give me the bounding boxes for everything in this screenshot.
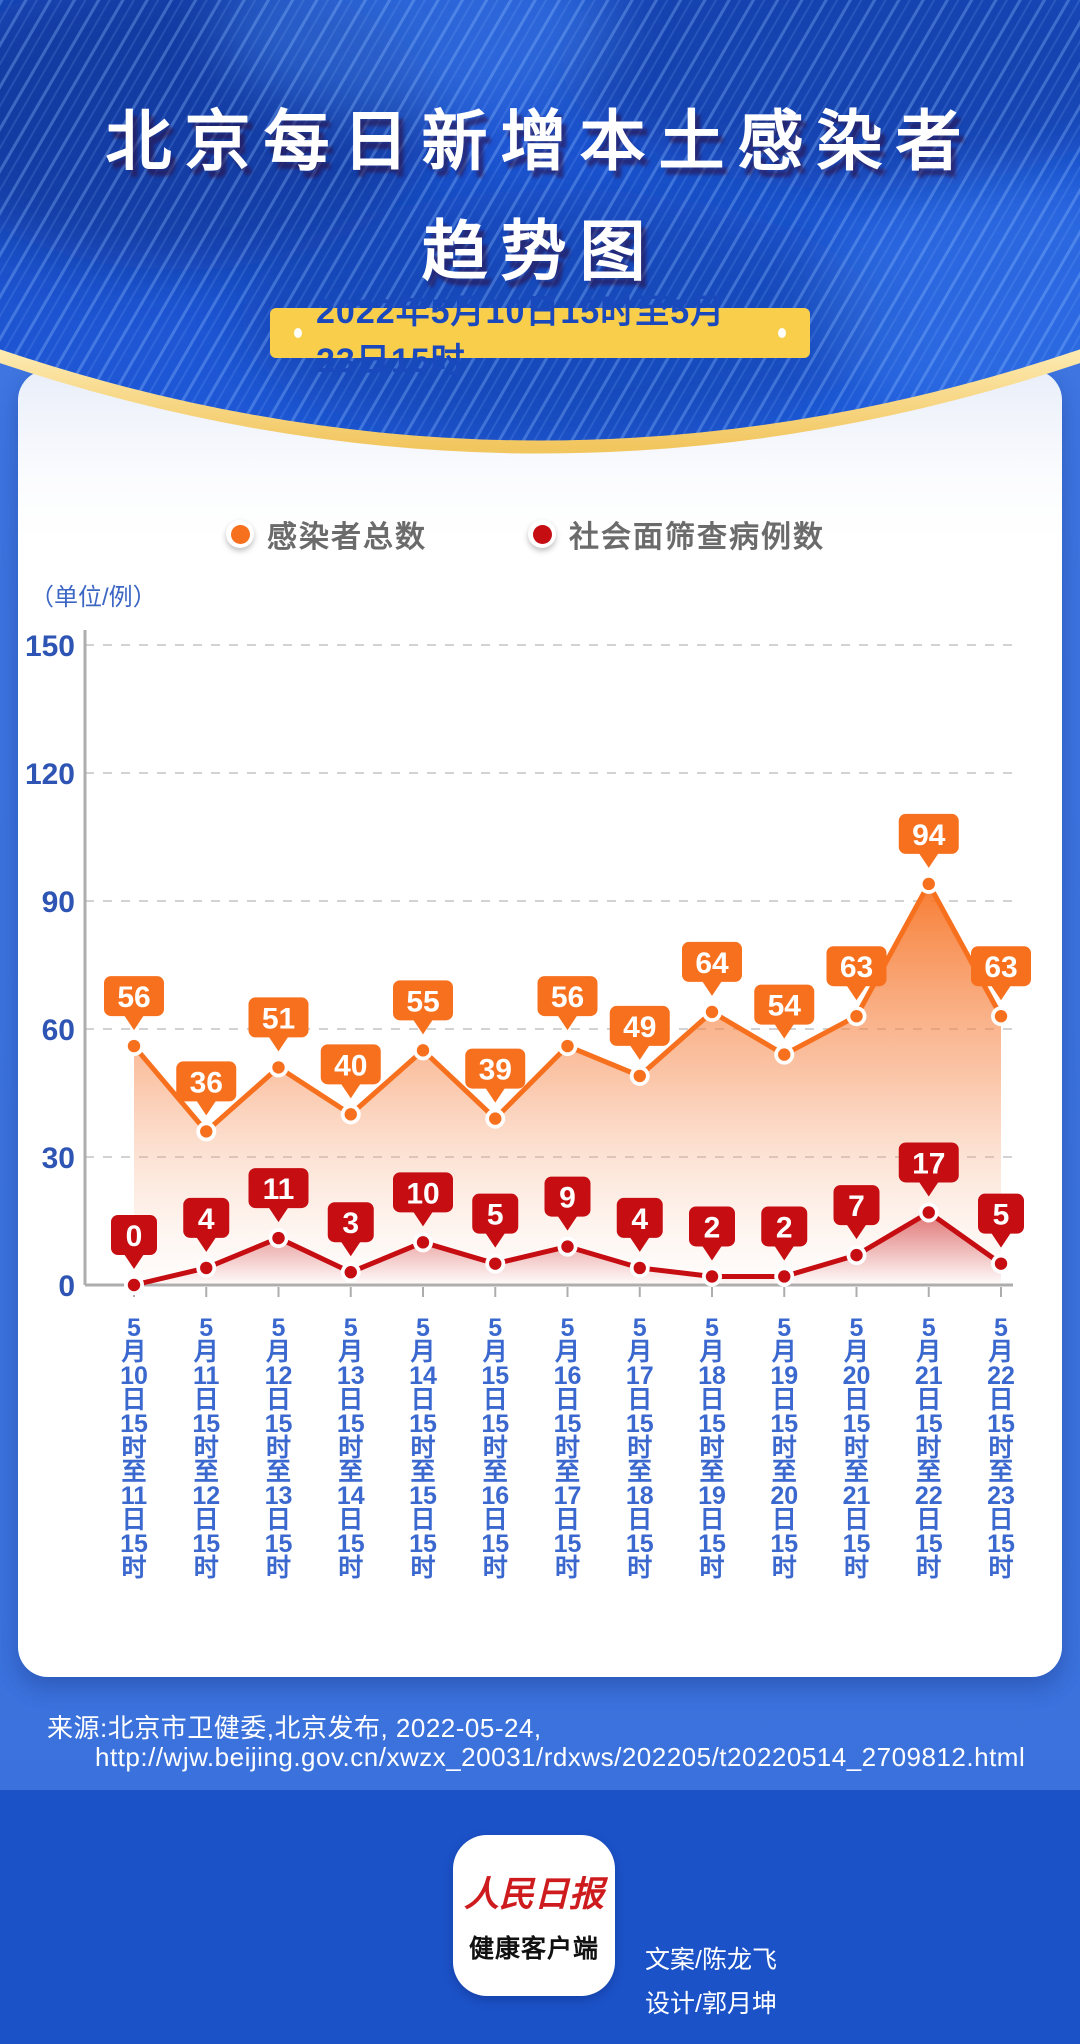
credit-designer: 设计/郭月坤 (645, 1990, 777, 2018)
page-title-line2: 趋势图 (421, 214, 659, 288)
y-axis-unit-label: （单位/例） (30, 584, 157, 611)
legend-item-infected-total: 感染者总数 (226, 512, 427, 556)
legend-red-dot-icon (528, 520, 556, 548)
people-daily-health-logo: 人民日报 健康客户端 (453, 1835, 615, 1996)
legend-item-community-screening: 社会面筛查病例数 (528, 512, 825, 556)
source-text: 来源:北京市卫健委,北京发布, 2022-05-24, (47, 1713, 542, 1743)
badge-left-dot-icon (294, 328, 303, 338)
page-title-line1: 北京每日新增本土感染者 (105, 104, 975, 178)
legend-label: 社会面筛查病例数 (569, 521, 825, 554)
date-range-text: 2022年5月10日15时至5月23日15时 (316, 293, 726, 380)
badge-right-dot-icon (777, 328, 786, 338)
source-url[interactable]: http://wjw.beijing.gov.cn/xwzx_20031/rdx… (95, 1742, 1026, 1772)
legend-orange-dot-icon (226, 520, 254, 548)
credit-copywriter: 文案/陈龙飞 (645, 1946, 777, 1974)
chart-card (18, 370, 1062, 1677)
logo-subtitle: 健康客户端 (468, 1935, 599, 1963)
legend-label: 感染者总数 (267, 521, 427, 554)
logo-title: 人民日报 (463, 1874, 604, 1915)
date-range-badge: 2022年5月10日15时至5月23日15时 (270, 293, 810, 380)
